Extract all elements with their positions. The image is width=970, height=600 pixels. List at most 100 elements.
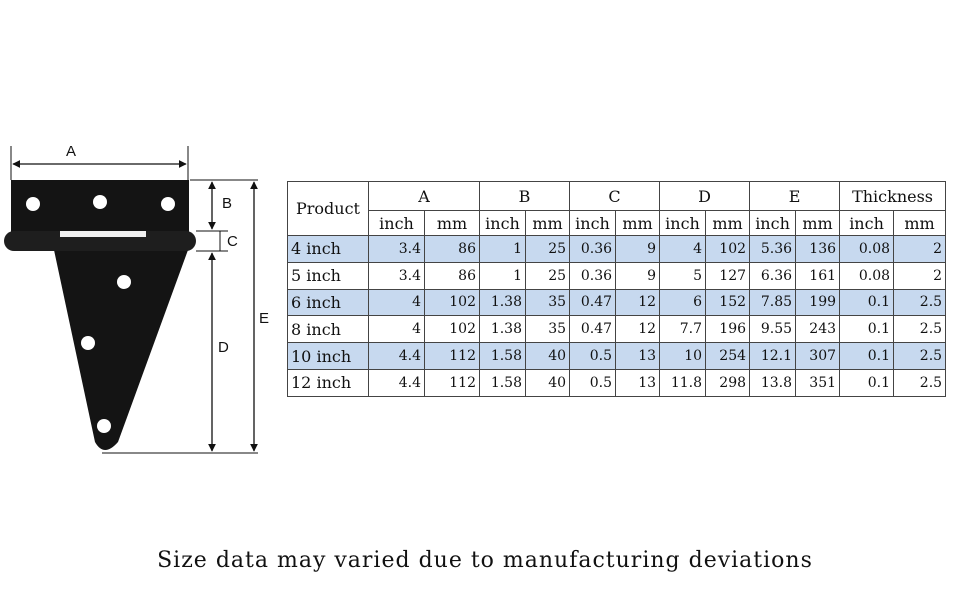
size-table: Product A B C D E Thickness inch mm inch…	[287, 181, 947, 397]
screw-hole	[97, 419, 111, 433]
value-cell: 11.8	[659, 368, 707, 397]
value-cell: 2.5	[893, 288, 947, 317]
table-row: 4 inch 3.4 86 1 25 0.36 9 4 102 5.36 136 0.08 2	[287, 235, 947, 263]
dimension-b: B	[208, 181, 232, 230]
unit-header: inch	[839, 210, 895, 236]
value-cell: 127	[705, 261, 751, 290]
value-cell: 102	[705, 235, 751, 263]
footnote: Size data may varied due to manufacturin…	[157, 548, 813, 573]
value-cell: 0.47	[569, 288, 617, 317]
unit-header: mm	[524, 210, 571, 236]
hinge-diagram: A B C D E	[4, 143, 269, 454]
hinge-body	[4, 180, 196, 450]
dimension-c-label: C	[227, 233, 238, 250]
dimension-e: E	[250, 181, 269, 452]
value-cell: 0.1	[839, 342, 895, 370]
value-cell: 254	[705, 342, 751, 370]
value-cell: 4	[368, 288, 425, 317]
value-cell: 40	[524, 368, 571, 397]
value-cell: 35	[524, 315, 571, 344]
group-header-a: A	[368, 181, 480, 211]
product-cell: 6 inch	[287, 288, 369, 317]
value-cell: 35	[524, 288, 571, 317]
value-cell: 5	[659, 261, 707, 290]
product-cell: 10 inch	[287, 342, 369, 370]
value-cell: 40	[524, 342, 571, 370]
value-cell: 0.5	[569, 368, 617, 397]
table-row: 6 inch 4 102 1.38 35 0.47 12 6 152 7.85 199 0.1 2.5	[287, 288, 947, 317]
value-cell: 10	[659, 342, 707, 370]
value-cell: 6.36	[749, 261, 797, 290]
unit-header: mm	[893, 210, 947, 236]
group-header-c: C	[569, 181, 661, 211]
group-header-b: B	[478, 181, 571, 211]
dimension-c: C	[219, 231, 238, 251]
value-cell: 0.36	[569, 235, 617, 263]
value-cell: 0.1	[839, 315, 895, 344]
value-cell: 112	[424, 368, 480, 397]
product-cell: 8 inch	[287, 315, 369, 344]
product-cell: 12 inch	[287, 368, 369, 397]
value-cell: 0.08	[839, 235, 895, 263]
hinge-strap	[54, 250, 188, 450]
unit-header: inch	[659, 210, 707, 236]
value-cell: 2.5	[893, 315, 947, 344]
value-cell: 102	[424, 315, 480, 344]
value-cell: 152	[705, 288, 751, 317]
value-cell: 12.1	[749, 342, 797, 370]
screw-hole	[26, 197, 40, 211]
value-cell: 86	[424, 261, 480, 290]
value-cell: 2	[893, 235, 947, 263]
value-cell: 7.85	[749, 288, 797, 317]
unit-header: mm	[615, 210, 661, 236]
unit-header: mm	[424, 210, 480, 236]
dimension-b-label: B	[222, 195, 232, 212]
size-table-body: 4 inch 3.4 86 1 25 0.36 9 4 102 5.36 136 0.08 2 5 inc…	[287, 235, 947, 397]
value-cell: 25	[524, 261, 571, 290]
value-cell: 1	[479, 261, 526, 290]
table-row: 12 inch 4.4 112 1.58 40 0.5 13 11.8 298 13.8 351 0.…	[287, 368, 947, 397]
screw-hole	[93, 195, 107, 209]
value-cell: 4	[368, 315, 425, 344]
value-cell: 3.4	[368, 261, 425, 290]
value-cell: 86	[424, 235, 480, 263]
value-cell: 196	[705, 315, 751, 344]
product-cell: 4 inch	[287, 235, 369, 263]
hinge-knuckle	[4, 231, 196, 251]
unit-header: mm	[795, 210, 841, 236]
group-header-e: E	[749, 181, 841, 211]
value-cell: 13	[615, 368, 661, 397]
product-cell: 5 inch	[287, 261, 369, 290]
value-cell: 1.58	[479, 342, 526, 370]
group-header-thickness: Thickness	[839, 181, 947, 211]
value-cell: 12	[615, 288, 661, 317]
value-cell: 4	[659, 235, 707, 263]
value-cell: 13.8	[749, 368, 797, 397]
value-cell: 4.4	[368, 368, 425, 397]
table-row: 5 inch 3.4 86 1 25 0.36 9 5 127 6.36 161 0.08 2	[287, 261, 947, 290]
value-cell: 5.36	[749, 235, 797, 263]
value-cell: 12	[615, 315, 661, 344]
unit-header: inch	[569, 210, 617, 236]
value-cell: 0.47	[569, 315, 617, 344]
value-cell: 0.1	[839, 368, 895, 397]
dimension-d-label: D	[218, 339, 229, 356]
table-row: 10 inch 4.4 112 1.58 40 0.5 13 10 254 12.1 307 0.1 2…	[287, 342, 947, 370]
unit-header: inch	[368, 210, 425, 236]
product-header: Product	[287, 181, 369, 236]
value-cell: 1	[479, 235, 526, 263]
value-cell: 298	[705, 368, 751, 397]
value-cell: 0.36	[569, 261, 617, 290]
value-cell: 4.4	[368, 342, 425, 370]
value-cell: 102	[424, 288, 480, 317]
unit-header: inch	[479, 210, 526, 236]
value-cell: 136	[795, 235, 841, 263]
value-cell: 0.08	[839, 261, 895, 290]
value-cell: 25	[524, 235, 571, 263]
value-cell: 0.1	[839, 288, 895, 317]
value-cell: 0.5	[569, 342, 617, 370]
value-cell: 112	[424, 342, 480, 370]
value-cell: 9	[615, 261, 661, 290]
value-cell: 2.5	[893, 368, 947, 397]
value-cell: 9.55	[749, 315, 797, 344]
